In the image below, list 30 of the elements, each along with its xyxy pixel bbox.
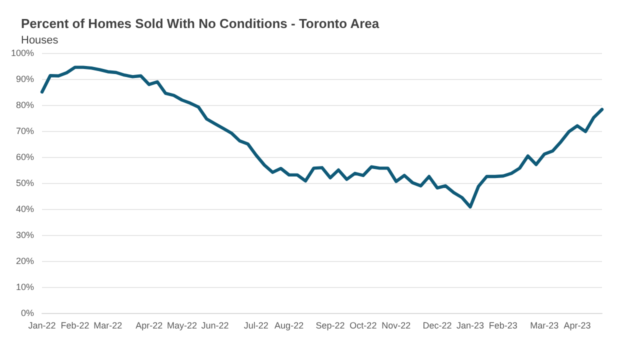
y-tick-label: 40% bbox=[16, 204, 34, 214]
x-tick-label: Sep-22 bbox=[316, 320, 345, 330]
y-tick-label: 70% bbox=[16, 126, 34, 136]
x-tick-label: Mar-23 bbox=[530, 320, 559, 330]
chart-title: Percent of Homes Sold With No Conditions - Toronto Area bbox=[21, 16, 380, 31]
x-tick-label: Mar-22 bbox=[94, 320, 122, 330]
y-tick-label: 20% bbox=[16, 256, 34, 266]
x-tick-label: Apr-22 bbox=[136, 320, 163, 330]
x-tick-label: Jun-22 bbox=[201, 320, 229, 330]
y-tick-label: 10% bbox=[16, 282, 34, 292]
line-series bbox=[40, 66, 604, 209]
y-tick-label: 60% bbox=[16, 152, 34, 162]
x-tick-label: Jul-22 bbox=[244, 320, 268, 330]
x-tick-label: Oct-22 bbox=[350, 320, 377, 330]
chart-subtitle: Houses bbox=[21, 34, 59, 46]
y-tick-label: 50% bbox=[16, 178, 34, 188]
y-tick-label: 0% bbox=[21, 308, 34, 318]
x-tick-label: Dec-22 bbox=[422, 320, 452, 330]
x-tick-label: Nov-22 bbox=[382, 320, 411, 330]
y-tick-label: 30% bbox=[16, 230, 34, 240]
x-tick-label: Aug-22 bbox=[274, 320, 304, 330]
x-tick-label: Jan-23 bbox=[456, 320, 484, 330]
y-tick-label: 90% bbox=[16, 74, 34, 84]
x-tick-label: Feb-23 bbox=[488, 320, 518, 330]
x-tick-label: Feb-22 bbox=[60, 320, 90, 330]
y-tick-label: 80% bbox=[16, 100, 34, 110]
x-tick-label: Apr-23 bbox=[564, 320, 591, 330]
x-tick-label: May-22 bbox=[167, 320, 198, 330]
x-tick-label: Jan-22 bbox=[28, 320, 56, 330]
y-tick-label: 100% bbox=[10, 48, 34, 58]
